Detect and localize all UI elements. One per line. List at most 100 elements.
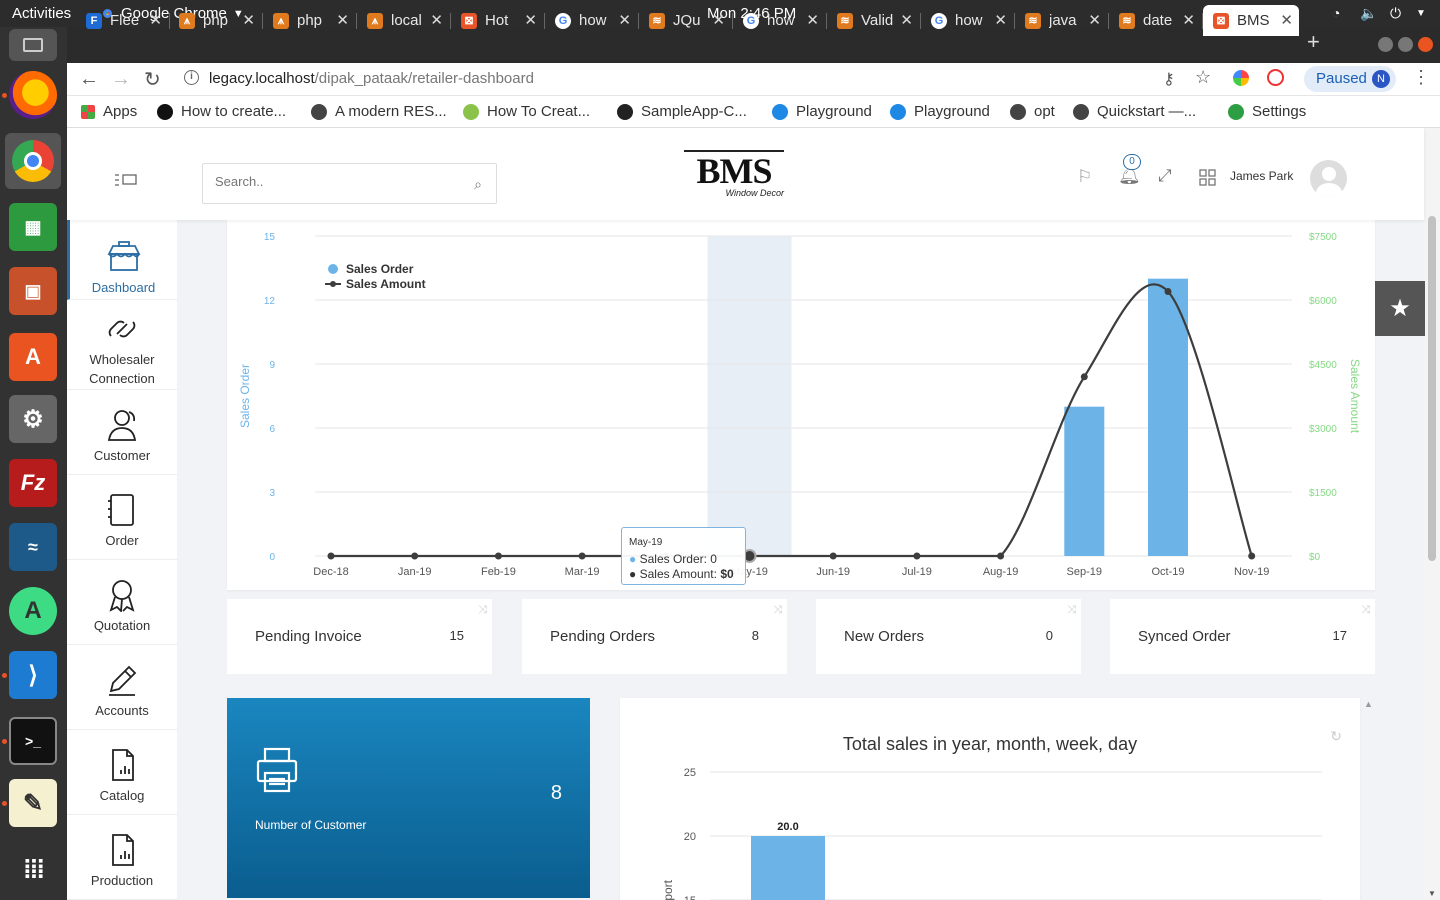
shuffle-icon[interactable]: ⤨	[773, 604, 782, 616]
browser-tab[interactable]: ⩚ local ✕	[357, 5, 451, 36]
point-sales-amount[interactable]	[411, 552, 419, 560]
vscode-icon[interactable]: ⟩	[9, 651, 57, 699]
bookmark-item[interactable]: How To Creat...	[463, 103, 590, 120]
point-sales-amount[interactable]	[1248, 552, 1256, 560]
bar-sales-order[interactable]	[1064, 406, 1105, 556]
browser-tab[interactable]: ⩚ php ✕	[263, 5, 357, 36]
bookmark-item[interactable]: Quickstart —...	[1073, 103, 1196, 120]
tab-close-icon[interactable]: ✕	[430, 12, 443, 29]
close-window-icon[interactable]	[1418, 37, 1433, 52]
firefox-icon[interactable]	[9, 71, 57, 119]
nav-item-quotation[interactable]: Quotation	[67, 560, 177, 645]
bookmark-item[interactable]: SampleApp-C...	[617, 103, 747, 120]
caret-down-icon[interactable]: ▼	[1416, 8, 1426, 19]
bookmark-item[interactable]: Settings	[1228, 103, 1306, 120]
extension-icon[interactable]	[1233, 70, 1249, 86]
files-icon[interactable]	[9, 29, 57, 61]
text-editor-icon[interactable]: ✎	[9, 779, 57, 827]
settings-tools-icon[interactable]: ⚙	[9, 395, 57, 443]
bell-icon[interactable]: 🔔︎	[1118, 165, 1141, 185]
tab-close-icon[interactable]: ✕	[1280, 12, 1293, 29]
filezilla-icon[interactable]: Fz	[9, 459, 57, 507]
nav-item-order[interactable]: Order	[67, 475, 177, 560]
shuffle-icon[interactable]: ⤨	[478, 604, 487, 616]
shuffle-icon[interactable]: ⤨	[1361, 604, 1370, 616]
show-apps-icon[interactable]: ⁞⁞⁞	[23, 853, 45, 884]
stat-card[interactable]: ⤨ Synced Order 17	[1110, 599, 1375, 674]
bookmark-item[interactable]: opt	[1010, 103, 1055, 120]
volume-icon[interactable]: 🔈	[1360, 5, 1378, 21]
stat-card[interactable]: ⤨ Pending Orders 8	[522, 599, 787, 674]
wifi-icon[interactable]: ◔	[1332, 5, 1341, 21]
extension-icon[interactable]	[1267, 69, 1284, 86]
presentation-icon[interactable]: ▣	[9, 267, 57, 315]
point-sales-amount[interactable]	[829, 552, 837, 560]
power-icon[interactable]: ⏻	[1390, 5, 1402, 21]
user-name[interactable]: James Park	[1230, 169, 1294, 183]
nav-item-customer[interactable]: Customer	[67, 390, 177, 475]
browser-tab[interactable]: ⊠ BMS ✕	[1203, 5, 1299, 36]
tab-close-icon[interactable]: ✕	[900, 12, 913, 29]
reload-icon[interactable]: ↻	[144, 69, 161, 91]
tab-close-icon[interactable]: ✕	[524, 12, 537, 29]
point-sales-amount[interactable]	[494, 552, 502, 560]
tab-close-icon[interactable]: ✕	[242, 12, 255, 29]
profile-paused-button[interactable]: Paused N	[1304, 66, 1396, 92]
back-icon[interactable]: ←	[79, 68, 99, 90]
menu-toggle-icon[interactable]	[114, 172, 138, 188]
app-menu[interactable]: Google Chrome ▼	[100, 5, 244, 22]
bar-sales-order[interactable]	[1148, 278, 1188, 556]
forward-icon[interactable]: →	[111, 68, 131, 90]
point-sales-amount[interactable]	[1080, 373, 1088, 381]
tab-close-icon[interactable]: ✕	[1182, 12, 1195, 29]
point-sales-amount[interactable]	[1164, 287, 1172, 295]
tab-close-icon[interactable]: ✕	[1088, 12, 1101, 29]
bookmark-item[interactable]: A modern RES...	[311, 103, 447, 120]
bookmark-item[interactable]: Playground	[772, 103, 872, 120]
browser-tab[interactable]: F Flee ✕	[76, 5, 170, 36]
software-center-icon[interactable]: A	[9, 333, 57, 381]
flag-icon[interactable]: ⚐	[1077, 167, 1093, 186]
favorite-star-button[interactable]: ★	[1375, 281, 1425, 336]
chrome-dock-icon[interactable]	[5, 133, 61, 189]
nav-item-production[interactable]: Production	[67, 815, 177, 900]
spreadsheet-icon[interactable]: ▦	[9, 203, 57, 251]
point-sales-amount[interactable]	[578, 552, 586, 560]
browser-tab[interactable]: ⩚ php ✕	[169, 5, 263, 36]
bookmark-item[interactable]: Playground	[890, 103, 990, 120]
avatar[interactable]	[1310, 160, 1347, 197]
stat-card[interactable]: ⤨ New Orders 0	[816, 599, 1081, 674]
new-tab-icon[interactable]: +	[1307, 29, 1320, 54]
search-icon[interactable]: ⌕	[474, 176, 482, 192]
nav-item-accounts[interactable]: Accounts	[67, 645, 177, 730]
browser-tab[interactable]: ≋ Valid ✕	[827, 5, 921, 36]
mysql-workbench-icon[interactable]: ≈	[9, 523, 57, 571]
bookmark-item[interactable]: How to create...	[157, 103, 286, 120]
point-sales-amount[interactable]	[913, 552, 921, 560]
minimize-icon[interactable]	[1378, 37, 1393, 52]
scrollbar-thumb[interactable]	[1428, 216, 1436, 561]
refresh-icon[interactable]: ↻	[1330, 728, 1342, 744]
tab-close-icon[interactable]: ✕	[712, 12, 725, 29]
page-scrollbar[interactable]: ▼	[1424, 128, 1440, 900]
menu-dots-icon[interactable]: ⋮	[1412, 67, 1430, 87]
site-info-icon[interactable]: i	[184, 70, 199, 85]
nav-item-wholesaler-connection[interactable]: Wholesaler Connection	[67, 300, 177, 390]
key-icon[interactable]: ⚷	[1163, 71, 1175, 88]
search-input[interactable]	[215, 174, 455, 189]
stat-card[interactable]: ⤨ Pending Invoice 15	[227, 599, 492, 674]
scroll-down-icon[interactable]: ▼	[1428, 889, 1436, 898]
nav-item-catalog[interactable]: Catalog	[67, 730, 177, 815]
address-bar[interactable]: legacy.localhost/dipak_pataak/retailer-d…	[209, 70, 534, 87]
maximize-icon[interactable]	[1398, 37, 1413, 52]
browser-tab[interactable]: ≋ java ✕	[1015, 5, 1109, 36]
point-sales-amount[interactable]	[327, 552, 335, 560]
fullscreen-icon[interactable]: ⤢	[1158, 166, 1172, 185]
tab-close-icon[interactable]: ✕	[994, 12, 1007, 29]
browser-tab[interactable]: ≋ JQu ✕	[639, 5, 733, 36]
apps-grid-icon[interactable]	[1199, 169, 1216, 186]
tab-close-icon[interactable]: ✕	[618, 12, 631, 29]
android-studio-icon[interactable]: A	[9, 587, 57, 635]
